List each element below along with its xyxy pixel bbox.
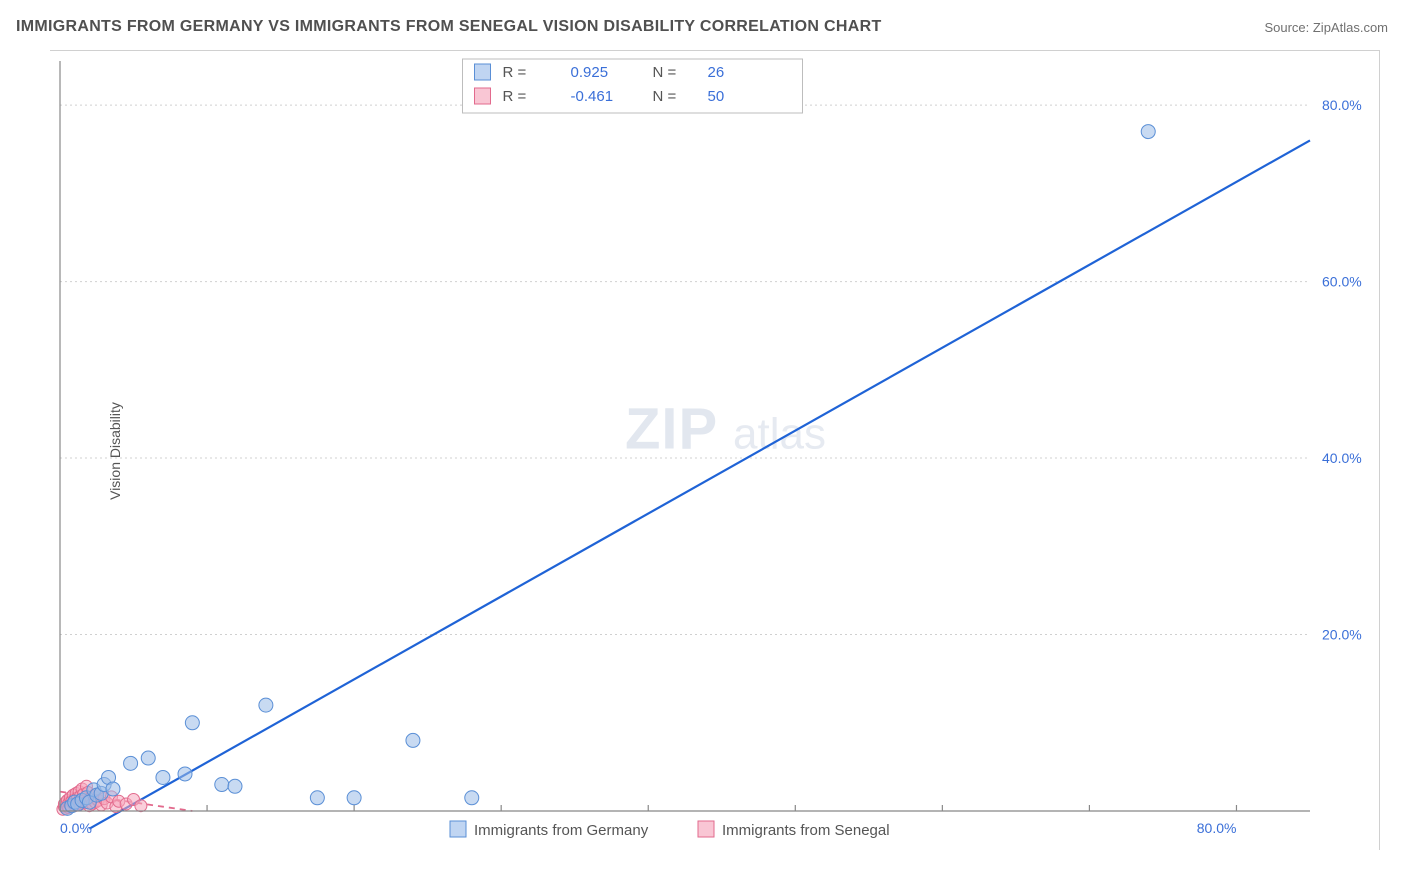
legend-n-label: N = — [653, 64, 677, 81]
legend-r-label: R = — [503, 88, 527, 105]
legend-n-label: N = — [653, 88, 677, 105]
data-point-germany — [185, 716, 199, 730]
bottom-legend-swatch — [698, 821, 714, 837]
chart-container: IMMIGRANTS FROM GERMANY VS IMMIGRANTS FR… — [0, 0, 1406, 892]
data-point-germany — [1141, 125, 1155, 139]
scatter-chart: 20.0% 40.0% 60.0% 80.0% ZIP atlas 0.0% 80.0% R =… — [50, 51, 1380, 851]
data-point-senegal — [135, 800, 147, 812]
y-axis-label: Vision Disability — [107, 402, 123, 500]
y-tick-label: 60.0% — [1322, 274, 1362, 290]
data-point-germany — [347, 791, 361, 805]
source-label: Source: ZipAtlas.com — [1264, 20, 1388, 35]
data-point-germany — [406, 733, 420, 747]
legend-r-value: 0.925 — [571, 64, 609, 81]
data-point-germany — [465, 791, 479, 805]
x-tick-label: 80.0% — [1197, 820, 1237, 836]
watermark-text: ZIP — [625, 397, 718, 462]
regression-line-germany — [89, 140, 1310, 828]
data-point-germany — [141, 751, 155, 765]
data-point-germany — [178, 767, 192, 781]
legend-swatch — [475, 64, 491, 80]
data-point-germany — [156, 770, 170, 784]
data-point-germany — [124, 756, 138, 770]
legend-n-value: 50 — [708, 88, 725, 105]
data-point-germany — [310, 791, 324, 805]
chart-title: IMMIGRANTS FROM GERMANY VS IMMIGRANTS FR… — [16, 18, 882, 36]
plot-area: Vision Disability 20.0% 40.0% 60.0% 80.0% ZI… — [50, 50, 1380, 850]
bottom-legend-label: Immigrants from Senegal — [722, 822, 890, 839]
legend-r-label: R = — [503, 64, 527, 81]
data-point-germany — [228, 779, 242, 793]
legend-swatch — [475, 88, 491, 104]
data-point-germany — [259, 698, 273, 712]
watermark-text: atlas — [733, 410, 826, 459]
y-tick-label: 80.0% — [1322, 97, 1362, 113]
legend-r-value: -0.461 — [571, 88, 614, 105]
bottom-legend-swatch — [450, 821, 466, 837]
data-point-germany — [215, 778, 229, 792]
y-tick-label: 20.0% — [1322, 627, 1362, 643]
bottom-legend-label: Immigrants from Germany — [474, 822, 649, 839]
legend-n-value: 26 — [708, 64, 725, 81]
data-point-germany — [106, 782, 120, 796]
x-tick-label: 0.0% — [60, 820, 92, 836]
y-tick-label: 40.0% — [1322, 450, 1362, 466]
